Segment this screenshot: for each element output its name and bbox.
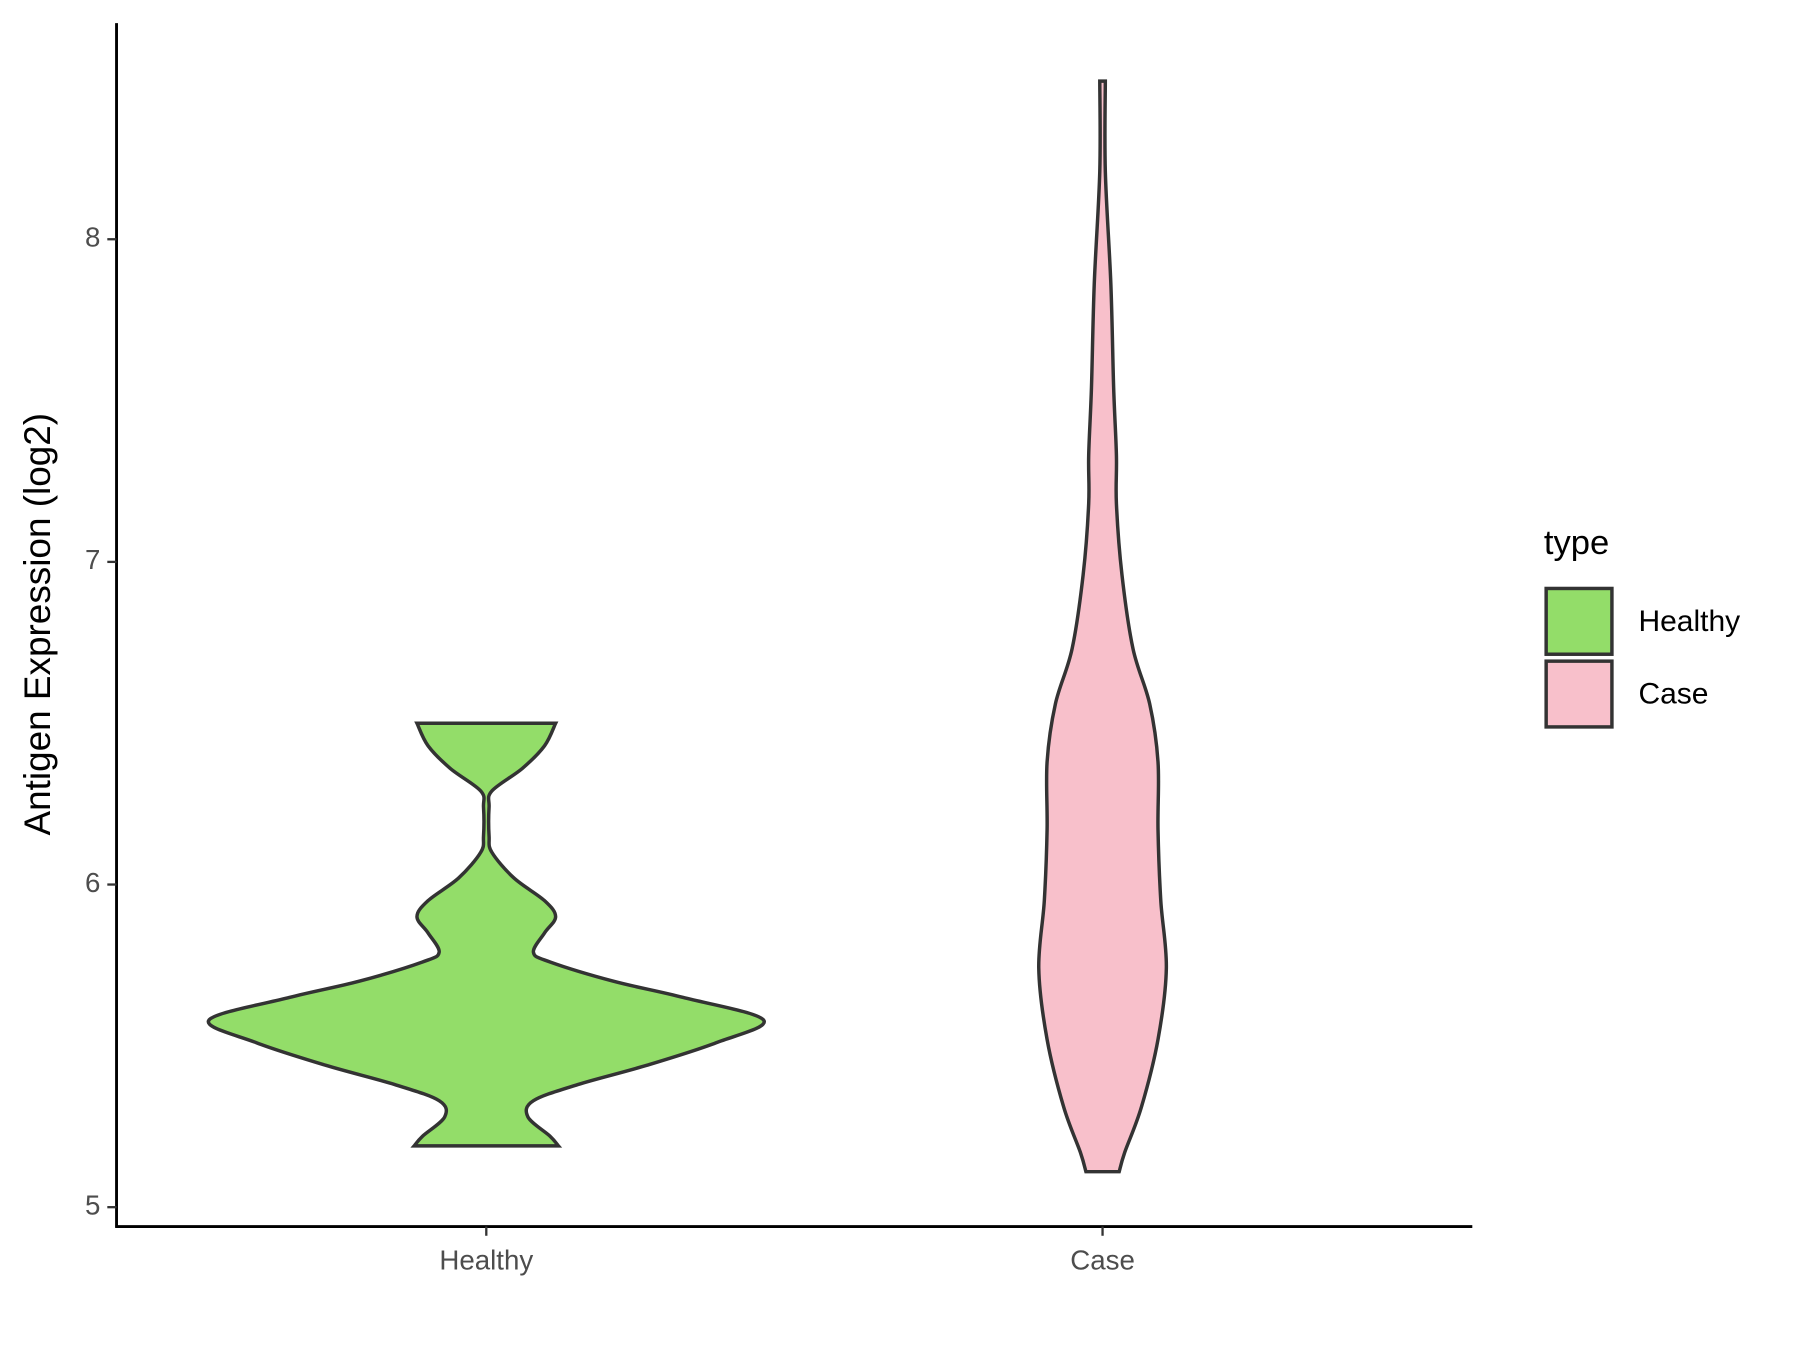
legend-key: [1544, 586, 1614, 656]
y-tick-label: 7: [85, 544, 100, 575]
y-tick-label: 6: [85, 867, 100, 898]
violin: [1037, 79, 1169, 1174]
legend-key: [1544, 659, 1614, 729]
y-tick-label: 5: [85, 1189, 100, 1220]
legend-title: type: [1544, 524, 1609, 562]
legend-label: Case: [1638, 678, 1708, 711]
y-tick-label: 8: [85, 222, 100, 253]
violin: [206, 721, 766, 1148]
y-axis-title: Antigen Expression (log2): [17, 413, 58, 836]
x-tick-label: Healthy: [439, 1245, 533, 1276]
x-tick-label: Case: [1070, 1245, 1135, 1276]
legend-label: Healthy: [1638, 605, 1740, 638]
